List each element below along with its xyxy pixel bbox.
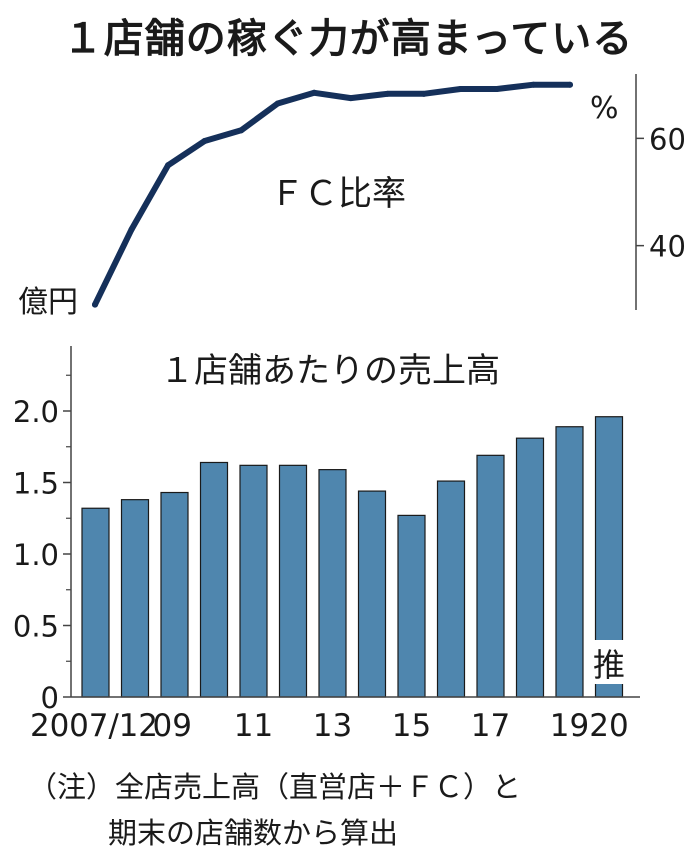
bar-2019: [555, 426, 584, 698]
line-y-tick-label: 40: [649, 230, 686, 264]
bar-2008: [120, 499, 150, 698]
bar-y-tick-label: 1.0: [13, 538, 59, 572]
line-chart-title: ＦＣ比率: [270, 174, 406, 214]
fc-ratio-data-point: [457, 86, 464, 93]
bar-x-tick-label: 11: [234, 708, 273, 744]
bar-2010: [199, 461, 229, 698]
bar-y-tick-label: 1.5: [13, 467, 59, 501]
fc-ratio-data-point: [201, 138, 208, 145]
bar-y-tick-label: 0.5: [13, 610, 59, 644]
bar-x-tick-label: 15: [392, 708, 431, 744]
bar-x-tick-label: 13: [313, 708, 352, 744]
bar-x-tick-label: 19: [550, 708, 589, 744]
fc-ratio-data-point: [274, 100, 281, 107]
bar-2017: [476, 454, 505, 698]
fc-ratio-data-point: [165, 162, 172, 169]
fc-ratio-data-point: [238, 127, 245, 134]
footnote-line-2: 期末の店舗数から算出: [108, 816, 399, 850]
bar-2016: [436, 480, 466, 698]
bar-2018: [515, 437, 545, 698]
fc-ratio-data-point: [347, 95, 354, 102]
bar-2015: [397, 514, 426, 698]
bar-x-tick-label: 17: [471, 708, 510, 744]
line-y-tick-label: 60: [649, 122, 686, 156]
estimate-label-background: [593, 640, 625, 684]
bar-2011: [239, 464, 268, 698]
footnote-line-1: （注）全店売上高（直営店＋ＦＣ）と: [28, 770, 522, 804]
bar-x-tick-label: 2007/12: [30, 708, 158, 744]
fc-ratio-data-point: [420, 90, 427, 97]
fc-ratio-data-point: [311, 89, 318, 96]
bar-2014: [357, 490, 387, 698]
fc-ratio-data-point: [128, 226, 135, 233]
fc-ratio-series-line: [92, 81, 573, 308]
bar-x-tick-label: 09: [153, 708, 192, 744]
bar-y-tick-label: 0: [41, 681, 59, 715]
bar-2009: [160, 491, 189, 698]
fc-ratio-data-point: [530, 81, 537, 88]
fc-ratio-line-chart: 40 60% ＦＣ比率: [92, 74, 686, 310]
line-y-unit-label: %: [590, 91, 619, 126]
fc-ratio-data-point: [567, 81, 573, 88]
bar-2007/12: [81, 507, 110, 698]
fc-ratio-data-point: [92, 301, 98, 308]
fc-ratio-data-point: [493, 86, 500, 93]
bar-y-unit-label: 億円: [18, 285, 78, 320]
bar-2012: [278, 464, 308, 698]
fc-ratio-data-point: [384, 90, 391, 97]
bar-chart-title: １店舗あたりの売上高: [160, 351, 500, 391]
bar-y-tick-label: 2.0: [13, 395, 59, 429]
page-title: １店舗の稼ぐ力が高まっている: [62, 16, 634, 62]
bar-x-tick-label: 20: [589, 708, 628, 744]
estimate-label: 推: [593, 646, 625, 684]
bar-2013: [318, 469, 347, 698]
